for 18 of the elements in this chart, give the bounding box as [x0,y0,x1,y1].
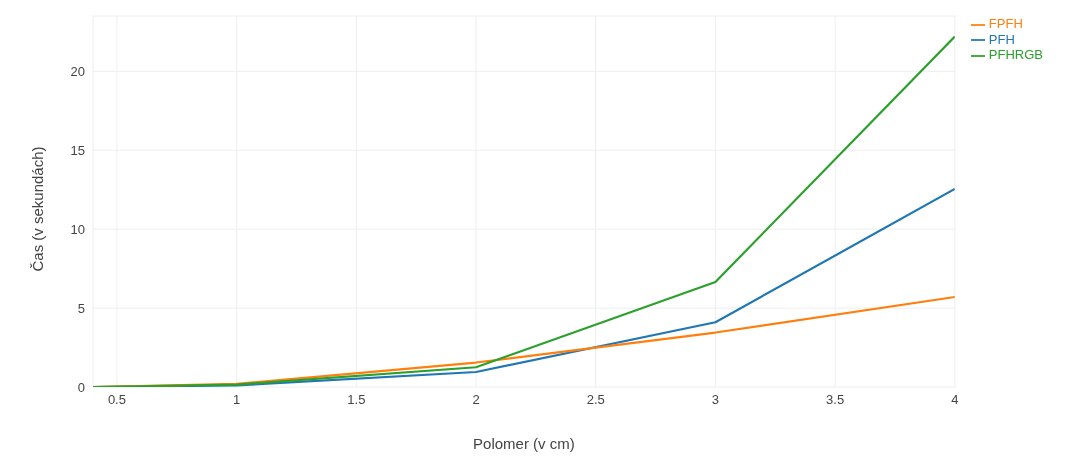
y-axis-title: Čas (v sekundách) [29,146,47,272]
y-tick-label: 15 [70,142,85,158]
x-tick-label: 0.5 [107,392,126,408]
legend-label: PFH [988,31,1015,47]
x-axis-title: Polomer (v cm) [473,435,575,452]
y-tick-label: 10 [70,221,85,237]
x-tick-label: 1 [233,392,241,408]
x-tick-label: 4 [951,392,959,408]
legend-label: FPFH [988,16,1023,31]
y-tick-label: 20 [70,63,85,79]
x-tick-label: 3.5 [826,392,845,408]
x-tick-label: 1.5 [347,392,366,408]
x-tick-label: 3 [711,392,720,408]
y-tick-label: 0 [77,379,85,395]
legend-label: PFHRGB [988,47,1043,63]
x-tick-label: 2.5 [586,392,605,408]
y-tick-label: 5 [77,300,85,316]
x-tick-label: 2 [472,392,480,408]
